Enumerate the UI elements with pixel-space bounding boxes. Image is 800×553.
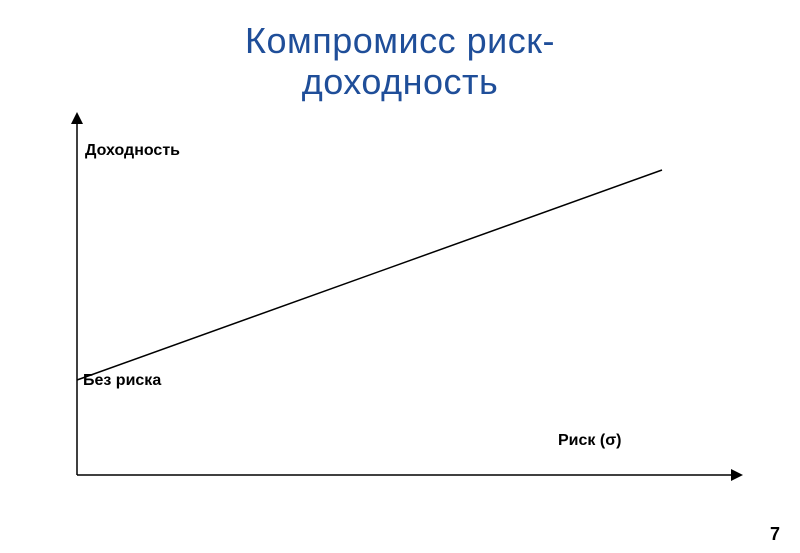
chart-svg (47, 110, 747, 495)
page-number: 7 (770, 524, 780, 545)
x-axis-label: Риск (σ) (558, 432, 621, 450)
title-line-1: Компромисс риск- (245, 20, 555, 61)
title-line-2: доходность (302, 61, 499, 102)
x-axis-arrow (731, 469, 743, 481)
data-line (77, 170, 662, 380)
y-axis-arrow (71, 112, 83, 124)
y-axis-label: Доходность (85, 142, 180, 160)
y-axis (71, 112, 83, 475)
intercept-label: Без риска (83, 372, 161, 390)
slide: Компромисс риск- доходность Доходность Б… (0, 0, 800, 553)
risk-return-chart (47, 110, 747, 495)
slide-title: Компромисс риск- доходность (0, 0, 800, 103)
x-axis (77, 469, 743, 481)
